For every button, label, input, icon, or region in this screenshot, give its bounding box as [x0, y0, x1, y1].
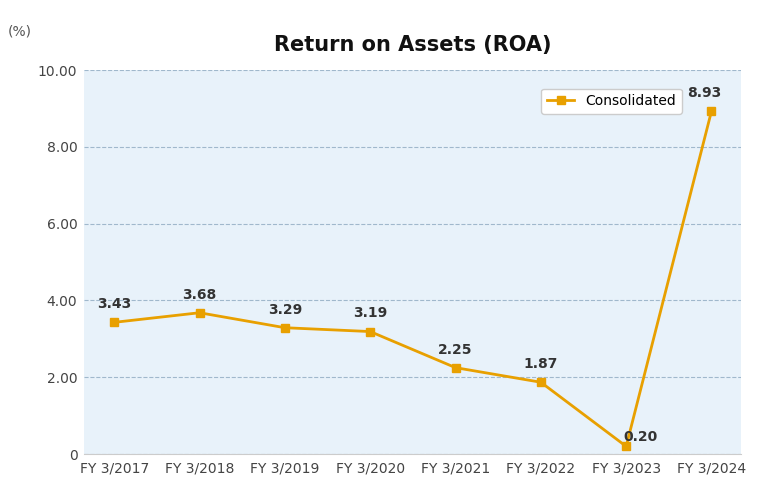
Legend: Consolidated: Consolidated: [541, 89, 681, 114]
Text: 3.29: 3.29: [267, 303, 302, 317]
Text: 3.68: 3.68: [183, 288, 217, 302]
Title: Return on Assets (ROA): Return on Assets (ROA): [274, 35, 552, 54]
Text: 2.25: 2.25: [439, 343, 473, 357]
Text: 3.19: 3.19: [353, 306, 387, 320]
Text: (%): (%): [8, 24, 31, 39]
Text: 3.43: 3.43: [97, 297, 131, 311]
Text: 1.87: 1.87: [523, 357, 558, 371]
Text: 0.20: 0.20: [623, 430, 657, 443]
Text: 8.93: 8.93: [688, 86, 722, 100]
